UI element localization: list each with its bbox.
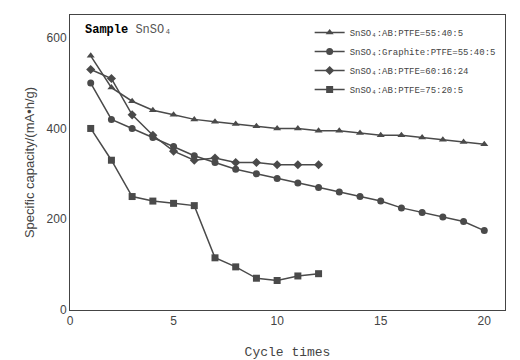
svg-text:0: 0 <box>67 314 74 328</box>
svg-text:20: 20 <box>478 314 492 328</box>
svg-text:Specific capacity/(mA•h/g): Specific capacity/(mA•h/g) <box>22 87 37 238</box>
svg-text:SnSO₄:AB:PTFE=55:40:5: SnSO₄:AB:PTFE=55:40:5 <box>350 29 463 39</box>
svg-text:600: 600 <box>47 31 67 45</box>
svg-text:15: 15 <box>374 314 388 328</box>
svg-text:SnSO₄:AB:PTFE=60:16:24: SnSO₄:AB:PTFE=60:16:24 <box>350 67 469 77</box>
svg-text:200: 200 <box>47 212 67 226</box>
svg-text:Cycle times: Cycle times <box>245 345 331 360</box>
svg-text:SnSO₄:Graphite:PTFE=55:40:5: SnSO₄:Graphite:PTFE=55:40:5 <box>350 48 496 58</box>
svg-text:400: 400 <box>47 122 67 136</box>
svg-text:5: 5 <box>170 314 177 328</box>
svg-text:SnSO₄:AB:PTFE=75:20:5: SnSO₄:AB:PTFE=75:20:5 <box>350 86 463 96</box>
svg-text:Sample SnSO₄: Sample SnSO₄ <box>85 23 171 37</box>
svg-text:0: 0 <box>60 303 67 317</box>
svg-text:10: 10 <box>270 314 284 328</box>
